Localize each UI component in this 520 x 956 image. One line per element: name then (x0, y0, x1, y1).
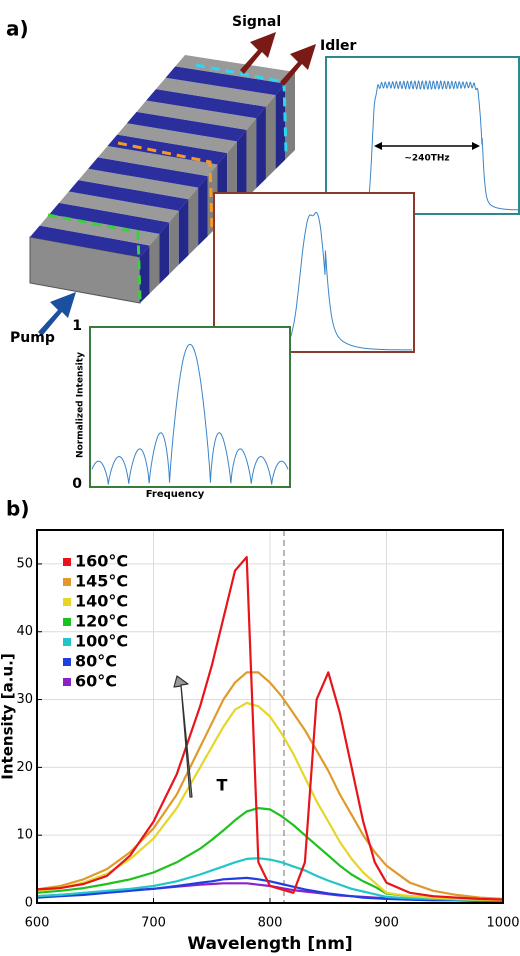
inset-tick-label: 0 (72, 476, 82, 492)
stripe (188, 187, 199, 256)
stripe (39, 214, 160, 246)
idler-arrow (280, 44, 316, 86)
stripe (146, 89, 266, 119)
legend-label: 120°C (75, 612, 128, 631)
signal-arrow (240, 32, 276, 74)
stripe (30, 225, 150, 257)
y-axis-label: Intensity [a.u.] (0, 653, 17, 779)
arrow-head (374, 142, 382, 150)
stripe (178, 199, 189, 265)
stripe (117, 123, 237, 153)
signal-label: Signal (232, 14, 281, 30)
legend-label: 140°C (75, 592, 128, 611)
stripe (169, 210, 179, 275)
stripe (236, 129, 247, 208)
stripe (256, 106, 266, 189)
legend-label: 145°C (75, 572, 128, 591)
legend-label: 160°C (75, 552, 128, 571)
stripe (68, 180, 189, 211)
legend-swatch (63, 638, 71, 646)
legend-label: 60°C (75, 672, 117, 691)
inset-tick-label: 1 (72, 318, 82, 334)
y-tick-label: 0 (25, 896, 33, 911)
panel-label: b) (6, 497, 29, 521)
crystal-stripes (30, 55, 295, 303)
stripe (107, 134, 228, 165)
x-tick-label: 800 (258, 916, 283, 931)
stripe (275, 83, 286, 170)
stripe (155, 77, 276, 107)
stripe (198, 176, 208, 246)
stripe (97, 146, 218, 177)
pump-label: Pump (10, 330, 55, 346)
dashed-marker (117, 141, 214, 233)
stripe (175, 55, 295, 84)
stripe (149, 233, 160, 294)
legend-swatch (63, 618, 71, 626)
data-line (36, 556, 504, 901)
stripe (159, 222, 170, 284)
inset-y-label: Normalized Intensity (76, 352, 86, 458)
legend-swatch (63, 658, 71, 666)
x-tick-label: 700 (141, 916, 166, 931)
dashed-marker (47, 213, 142, 301)
x-tick-label: 900 (374, 916, 399, 931)
arrow-label: T (217, 776, 228, 795)
y-tick-label: 20 (16, 760, 33, 775)
inset-x-label: Frequency (146, 489, 205, 500)
idler-label: Idler (320, 38, 357, 54)
y-tick-label: 30 (16, 692, 33, 707)
data-line (36, 701, 504, 902)
data-line (36, 671, 504, 900)
data-line (36, 857, 503, 902)
bandwidth-label: ~240THz (404, 154, 449, 164)
stripe (78, 168, 199, 200)
legend-swatch (63, 678, 71, 686)
pump-arrow (38, 292, 76, 336)
trend-arrow (173, 675, 193, 798)
stripe (165, 66, 286, 96)
stripe (59, 191, 179, 223)
inset-frame (89, 326, 291, 488)
legend-label: 80°C (75, 652, 117, 671)
stripe (285, 72, 295, 160)
arrow-head (472, 142, 480, 150)
inset-frame (213, 192, 415, 353)
legend-swatch (63, 558, 71, 566)
y-tick-label: 50 (16, 556, 33, 571)
stripe (126, 111, 247, 142)
legend-label: 100°C (75, 632, 128, 651)
dashed-marker (195, 63, 288, 153)
chart: 0 10 20 30 40 50 600 700 800 900 1000 T 160°C145°C14… (0, 529, 520, 954)
x-tick-label: 600 (25, 916, 50, 931)
stripe (49, 202, 170, 234)
stripe (246, 118, 257, 198)
stripe (88, 157, 208, 188)
panel-a: a) Signal Idler Pump ~240THz 1 0 Normali… (6, 14, 520, 500)
stripe (136, 100, 257, 130)
x-axis-label: Wavelength [nm] (187, 934, 352, 954)
y-tick-label: 40 (16, 624, 33, 639)
plot-frame (36, 529, 504, 904)
stripe (140, 245, 150, 303)
legend-swatch (63, 578, 71, 586)
legend-swatch (63, 598, 71, 606)
stripe (265, 95, 276, 179)
y-tick-label: 10 (16, 828, 33, 843)
x-tick-label: 1000 (486, 916, 519, 931)
panel-label: a) (6, 17, 29, 41)
data-line (36, 876, 503, 903)
inset-curve (91, 343, 289, 485)
